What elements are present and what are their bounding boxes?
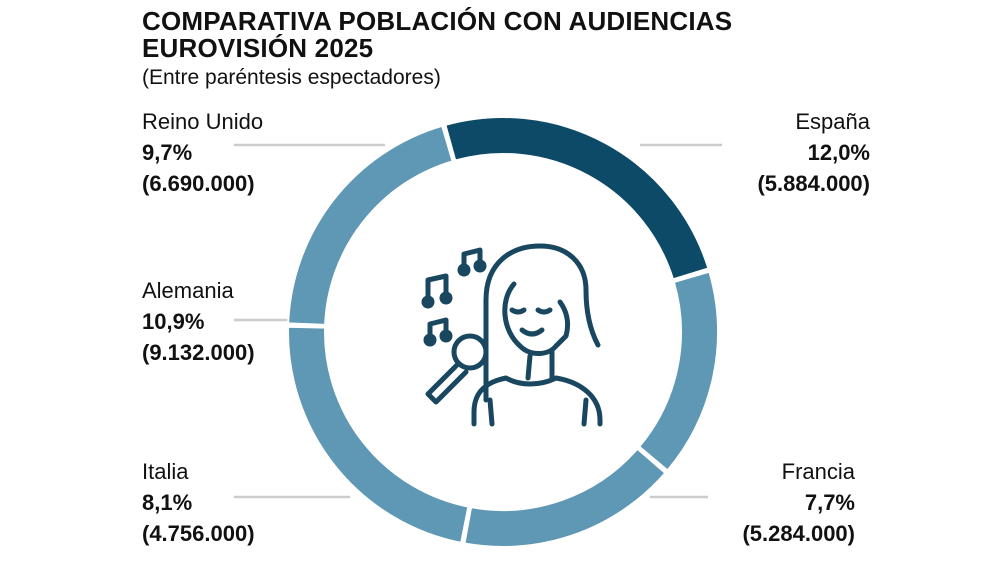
donut-slices <box>287 116 719 548</box>
data-label: 12,0% <box>807 140 870 165</box>
singer-with-microphone-icon <box>421 243 603 427</box>
data-label: 7,7% <box>804 490 855 515</box>
leader-lines <box>234 143 722 499</box>
series-name: España <box>795 109 870 134</box>
series-name: Francia <box>781 459 855 484</box>
donut-slice-españa <box>444 116 710 281</box>
series-name: Alemania <box>142 278 234 303</box>
donut-slice-reino-unido <box>287 124 454 326</box>
label-espana: España 12,0% (5.884.000) <box>640 106 870 199</box>
viewers-label: (4.756.000) <box>142 521 255 546</box>
label-francia: Francia 7,7% (5.284.000) <box>620 456 855 549</box>
chart-title: COMPARATIVA POBLACIÓN CON AUDIENCIAS EUR… <box>142 6 733 63</box>
data-label: 10,9% <box>142 309 205 334</box>
viewers-label: (6.690.000) <box>142 171 255 196</box>
label-reino-unido: Reino Unido 9,7% (6.690.000) <box>142 106 382 199</box>
viewers-label: (9.132.000) <box>142 340 255 365</box>
series-name: Reino Unido <box>142 109 264 134</box>
donut-slice-alemania <box>287 325 470 545</box>
viewers-label: (5.284.000) <box>742 521 855 546</box>
donut-slice-italia <box>463 447 667 548</box>
series-name: Italia <box>142 459 189 484</box>
label-italia: Italia 8,1% (4.756.000) <box>142 456 382 549</box>
donut-slice-francia <box>637 270 719 472</box>
data-label: 9,7% <box>142 140 193 165</box>
viewers-label: (5.884.000) <box>757 171 870 196</box>
label-alemania: Alemania 10,9% (9.132.000) <box>142 275 382 368</box>
data-label: 8,1% <box>142 490 193 515</box>
chart-subtitle: (Entre paréntesis espectadores) <box>142 66 441 89</box>
